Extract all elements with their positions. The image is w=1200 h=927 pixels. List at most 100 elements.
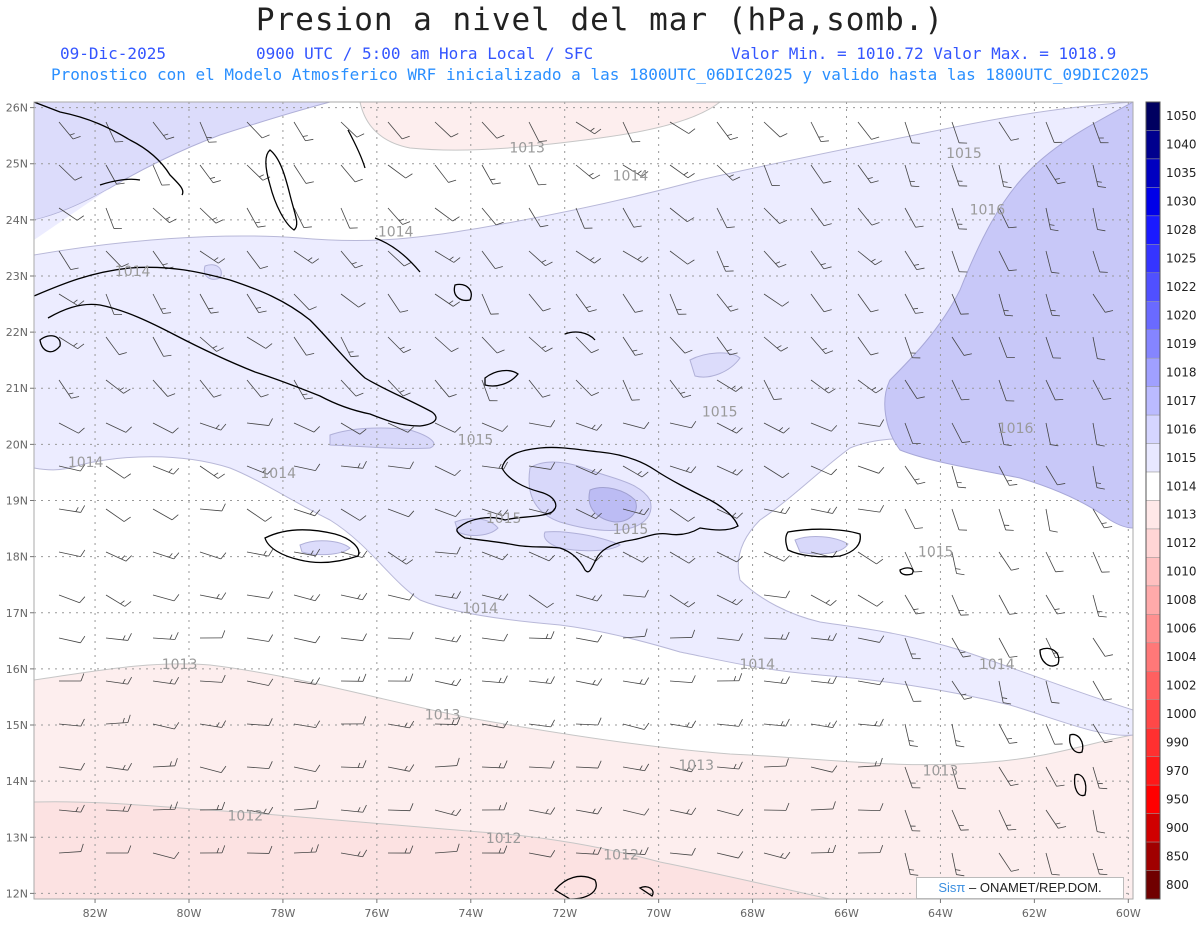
wind-barb	[246, 465, 274, 475]
lat-tick-label: 14N	[6, 775, 28, 788]
wind-barb	[293, 121, 314, 142]
wind-barb	[528, 293, 551, 312]
wind-barb	[58, 293, 85, 306]
colorbar-label: 1014	[1166, 479, 1197, 493]
contour-label: 1014	[115, 264, 151, 280]
lat-tick-label: 20N	[6, 438, 28, 451]
wind-barb	[293, 207, 312, 229]
wind-barb	[716, 465, 743, 476]
wind-barb	[1045, 379, 1064, 401]
lon-tick-label: 82W	[83, 907, 108, 920]
wind-barb	[716, 808, 744, 816]
contour-label: 1015	[918, 545, 954, 561]
contour-label: 1012	[603, 848, 639, 864]
wind-barb	[998, 121, 1019, 141]
coast-florida	[34, 102, 184, 196]
lon-tick-label: 76W	[364, 907, 389, 920]
wind-barb	[1045, 164, 1066, 185]
wind-barb	[998, 809, 1017, 831]
wind-barb	[528, 594, 554, 608]
wind-barb	[293, 594, 321, 602]
contour-label: 1013	[678, 758, 714, 774]
wind-barb	[763, 551, 790, 562]
colorbar-swatch	[1145, 870, 1161, 900]
wind-barb	[293, 379, 313, 400]
wind-barb	[669, 847, 696, 856]
wind-barb	[763, 506, 791, 515]
wind-barb	[998, 680, 1012, 705]
wind-barb	[246, 591, 274, 599]
wind-barb	[998, 336, 1015, 358]
wind-barb	[857, 465, 885, 474]
colorbar-swatch	[1145, 784, 1161, 814]
wind-barb	[857, 803, 884, 812]
colorbar-swatch	[1145, 642, 1161, 672]
colorbar-swatch	[1145, 244, 1161, 274]
wind-barb	[528, 379, 551, 398]
contour-label: 1015	[458, 432, 494, 448]
wind-barb	[575, 121, 602, 135]
contour-label: 1015	[702, 404, 738, 420]
wind-barb	[105, 633, 132, 641]
wind-barb	[763, 802, 790, 811]
wind-barb	[669, 720, 697, 729]
wind-barb	[481, 422, 509, 432]
wind-barb	[904, 336, 921, 359]
wind-barb	[293, 720, 321, 728]
wind-barb	[716, 508, 743, 519]
wind-barb	[951, 422, 971, 443]
lat-tick-label: 13N	[6, 831, 28, 844]
wind-barb	[857, 844, 884, 854]
lat-tick-label: 16N	[6, 663, 28, 676]
wind-barb	[434, 465, 461, 476]
wind-barb	[904, 379, 925, 399]
wind-barb	[904, 508, 923, 530]
colorbar-label: 1040	[1166, 138, 1197, 152]
wind-barb	[575, 508, 602, 519]
wind-barb	[1092, 164, 1106, 188]
wind-barb	[998, 379, 1015, 402]
lat-tick-label: 22N	[6, 326, 28, 339]
wind-barb	[716, 719, 743, 727]
wind-barb	[152, 594, 180, 602]
colorbar-swatch	[1145, 557, 1161, 587]
wind-barb	[434, 379, 457, 398]
wind-barb	[293, 635, 321, 644]
colorbar-swatch	[1145, 756, 1161, 786]
colorbar-label: 900	[1166, 821, 1189, 835]
wind-barb	[857, 250, 883, 266]
wind-barb	[575, 250, 602, 264]
wind-barb	[951, 336, 972, 356]
wind-barb	[998, 594, 1018, 615]
wind-barb	[481, 508, 509, 517]
wind-barb	[904, 465, 926, 485]
wind-barb	[434, 121, 459, 138]
wind-barb	[152, 465, 180, 475]
wind-barb	[105, 379, 131, 394]
wind-barb	[622, 336, 644, 356]
wind-barb	[904, 121, 920, 144]
lon-tick-label: 62W	[1022, 907, 1047, 920]
wind-barb	[763, 718, 790, 727]
colorbar-swatch	[1145, 329, 1161, 359]
wind-barb	[528, 719, 555, 728]
wind-barb	[105, 422, 132, 433]
wind-barb	[246, 418, 273, 426]
wind-barb	[105, 845, 132, 854]
contour-label: 1015	[613, 522, 649, 538]
wind-barb	[340, 164, 363, 183]
wind-barb	[1092, 250, 1108, 273]
wind-barb	[340, 379, 364, 397]
contour-label: 1014	[613, 169, 649, 185]
patch-cuba-east	[329, 427, 435, 450]
lat-tick-label: 17N	[6, 607, 28, 620]
wind-barb	[622, 293, 643, 313]
wind-barb	[152, 676, 179, 685]
contour-label: 1014	[378, 225, 414, 241]
wind-barb	[387, 164, 413, 179]
wind-barb	[763, 293, 790, 307]
forecast-info: Pronostico con el Modelo Atmosferico WRF…	[51, 65, 1150, 84]
wind-barb	[481, 845, 508, 854]
wind-barb	[528, 207, 549, 228]
colorbar-label: 1035	[1166, 166, 1197, 180]
